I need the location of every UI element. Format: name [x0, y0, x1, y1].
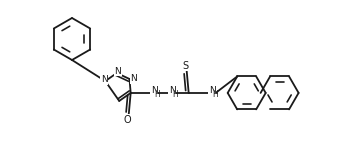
Text: N: N [151, 86, 158, 95]
Text: H: H [212, 90, 218, 99]
Text: H: H [172, 90, 178, 99]
Text: N: N [114, 67, 121, 75]
Text: H: H [154, 90, 159, 99]
Text: N: N [101, 75, 108, 84]
Text: S: S [183, 61, 189, 71]
Text: N: N [209, 86, 216, 95]
Text: O: O [124, 115, 131, 125]
Text: N: N [169, 86, 176, 95]
Text: N: N [130, 74, 137, 84]
